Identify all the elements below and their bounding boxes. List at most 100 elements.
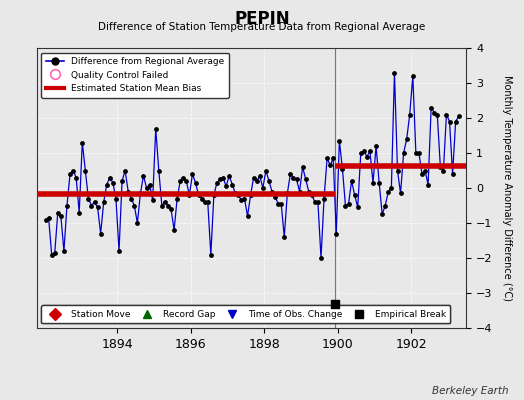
Point xyxy=(103,181,111,188)
Point xyxy=(213,180,221,186)
Point xyxy=(268,188,276,195)
Point xyxy=(369,180,377,186)
Point xyxy=(304,188,313,195)
Point xyxy=(225,172,233,179)
Point xyxy=(108,180,117,186)
Point xyxy=(50,250,59,256)
Point xyxy=(253,178,261,184)
Point xyxy=(421,167,429,174)
Point xyxy=(394,167,402,174)
Point xyxy=(201,199,209,205)
Point xyxy=(133,220,141,226)
Point xyxy=(372,143,380,149)
Point xyxy=(323,155,331,162)
Point xyxy=(155,167,163,174)
Point xyxy=(164,202,172,209)
Point xyxy=(127,195,135,202)
Point xyxy=(286,171,294,177)
Point xyxy=(265,178,273,184)
Point xyxy=(198,195,206,202)
Point xyxy=(399,150,408,156)
Point xyxy=(439,167,447,174)
Point xyxy=(60,248,68,254)
Point xyxy=(185,192,193,198)
Point xyxy=(433,111,441,118)
Point xyxy=(241,195,249,202)
Point xyxy=(243,213,252,219)
Point xyxy=(118,178,126,184)
Point xyxy=(84,195,93,202)
Point xyxy=(53,209,62,216)
Point xyxy=(259,185,267,191)
Point xyxy=(130,202,138,209)
Point xyxy=(228,181,236,188)
Point xyxy=(139,172,148,179)
Point xyxy=(188,171,196,177)
Point xyxy=(314,199,322,205)
Point xyxy=(296,188,304,195)
Point xyxy=(66,171,74,177)
Point xyxy=(311,199,319,205)
Point xyxy=(69,167,78,174)
Point xyxy=(96,230,105,237)
Point xyxy=(256,172,264,179)
Point xyxy=(78,139,86,146)
Y-axis label: Monthly Temperature Anomaly Difference (°C): Monthly Temperature Anomaly Difference (… xyxy=(502,75,512,301)
Point xyxy=(90,199,99,205)
Text: Berkeley Earth: Berkeley Earth xyxy=(432,386,508,396)
Point xyxy=(390,69,399,76)
Point xyxy=(234,192,243,198)
Point xyxy=(124,188,133,195)
Point xyxy=(93,204,102,210)
Point xyxy=(231,190,239,196)
Point xyxy=(381,202,389,209)
Point xyxy=(121,167,129,174)
Point xyxy=(237,197,246,204)
Point xyxy=(406,111,414,118)
Point xyxy=(88,202,96,209)
Point xyxy=(427,104,435,111)
Point xyxy=(357,150,365,156)
Point xyxy=(274,200,282,207)
Point xyxy=(146,181,154,188)
Point xyxy=(402,136,411,142)
Point xyxy=(454,113,463,120)
Point xyxy=(170,227,178,233)
Point xyxy=(332,230,341,237)
Point xyxy=(148,197,157,204)
Point xyxy=(222,183,231,190)
Point xyxy=(167,206,175,212)
Point xyxy=(203,199,212,205)
Point xyxy=(261,167,270,174)
Point xyxy=(430,110,439,116)
Point xyxy=(329,155,337,162)
Point xyxy=(115,248,123,254)
Point xyxy=(136,190,145,196)
Point xyxy=(418,171,426,177)
Point xyxy=(292,176,301,182)
Point xyxy=(308,192,316,198)
Point xyxy=(289,174,298,181)
Point xyxy=(41,216,50,223)
Point xyxy=(335,138,344,144)
Point xyxy=(158,202,166,209)
Point xyxy=(320,195,328,202)
Point xyxy=(317,255,325,261)
Point xyxy=(442,111,451,118)
Point xyxy=(249,174,258,181)
Point xyxy=(210,192,218,198)
Point xyxy=(354,204,362,210)
Point xyxy=(409,73,417,79)
Point xyxy=(81,167,90,174)
Point xyxy=(396,190,405,196)
Point xyxy=(219,174,227,181)
Point xyxy=(344,200,353,207)
Point xyxy=(143,185,151,191)
Point xyxy=(387,185,396,191)
Point xyxy=(359,148,368,154)
Point xyxy=(63,202,71,209)
Point xyxy=(48,251,56,258)
Point xyxy=(280,234,289,240)
Point xyxy=(277,200,286,207)
Point xyxy=(341,202,350,209)
